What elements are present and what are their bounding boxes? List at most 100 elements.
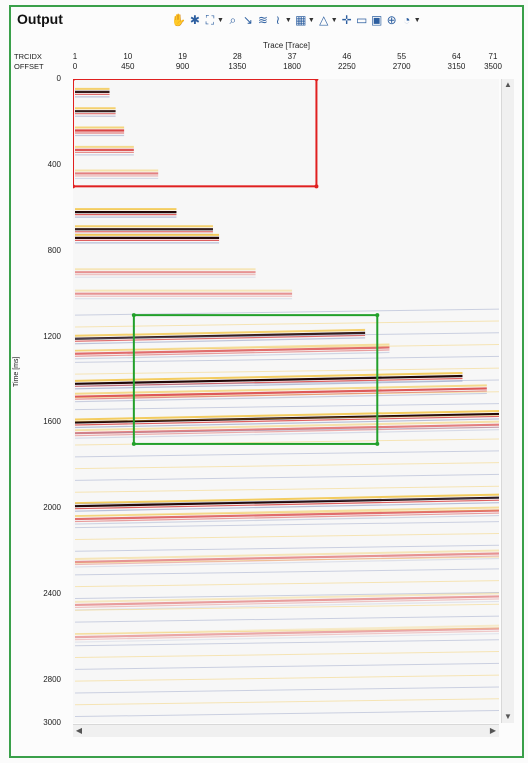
- scroll-up-arrow-icon[interactable]: ▲: [504, 80, 512, 89]
- export-image-button[interactable]: ▣: [371, 11, 383, 29]
- picker-icon: ↘: [242, 13, 253, 27]
- time-tick-label: 2400: [43, 589, 61, 599]
- box-handle[interactable]: [73, 79, 75, 81]
- time-tick-label: 0: [56, 74, 61, 83]
- box-handle[interactable]: [375, 441, 380, 446]
- box-handle[interactable]: [314, 184, 319, 189]
- grid-icon: ▦: [295, 13, 307, 27]
- background-stripe: [74, 603, 499, 611]
- trcidx-tick-label: 55: [397, 52, 407, 61]
- background-stripe: [74, 379, 499, 387]
- box-handle[interactable]: [73, 184, 75, 189]
- scroll-right-arrow-icon[interactable]: ▶: [489, 726, 497, 735]
- reflector-yellow-lobe: [74, 506, 499, 518]
- reflector-peak: [74, 595, 499, 607]
- seismic-section: [73, 79, 499, 718]
- box-handle[interactable]: [131, 313, 136, 318]
- table-button[interactable]: ▦ ▼: [295, 11, 315, 29]
- reflector-red-lobe: [74, 630, 499, 641]
- reflector-trough: [74, 514, 499, 525]
- background-stripe: [74, 568, 499, 576]
- background-stripe: [74, 332, 499, 340]
- seismic-plot-area[interactable]: [73, 79, 499, 723]
- horizontal-scrollbar[interactable]: ◀ ▶: [73, 724, 499, 737]
- header-label-trcidx: TRCIDX: [14, 52, 42, 61]
- background-stripe: [74, 544, 499, 552]
- background-stripe: [74, 367, 499, 375]
- box-handle[interactable]: [375, 313, 380, 318]
- reflector-peak: [74, 509, 499, 521]
- reflector-yellow-lobe: [74, 409, 499, 421]
- background-stripe: [74, 450, 499, 458]
- comment-button[interactable]: ▭: [356, 11, 368, 29]
- reflector-red-lobe: [74, 377, 463, 387]
- background-stripe: [74, 485, 499, 493]
- crosshair-button[interactable]: ✛: [341, 11, 353, 29]
- chevron-down-icon[interactable]: ▼: [413, 16, 421, 24]
- reflector-peak: [74, 423, 499, 435]
- background-stripe: [74, 710, 499, 718]
- background-stripe: [74, 639, 499, 647]
- background-stripe: [74, 591, 499, 599]
- box-handle[interactable]: [314, 79, 319, 81]
- background-stripe: [74, 651, 499, 659]
- background-stripe: [74, 686, 499, 694]
- reflector-yellow-lobe: [74, 372, 463, 382]
- time-tick-label: 3000: [43, 718, 61, 727]
- reflector-trough: [74, 600, 499, 611]
- green-selection-box[interactable]: [132, 314, 379, 445]
- background-stripe: [74, 391, 499, 399]
- background-stripe: [74, 403, 499, 411]
- offset-tick-label: 2700: [392, 62, 411, 71]
- zoom-extent-button[interactable]: ⛶ ▼: [204, 11, 224, 29]
- reflector-red-lobe: [74, 349, 390, 357]
- polygon-button[interactable]: △ ▼: [318, 11, 338, 29]
- reflector-red-lobe: [74, 555, 499, 566]
- scroll-left-arrow-icon[interactable]: ◀: [75, 726, 83, 735]
- offset-tick-label: 2250: [337, 62, 356, 71]
- reflector-yellow-lobe: [74, 343, 390, 352]
- time-tick-label: 400: [47, 159, 61, 169]
- trcidx-tick-label: 19: [178, 52, 187, 61]
- header-label-offset: OFFSET: [14, 62, 44, 71]
- scroll-down-arrow-icon[interactable]: ▼: [504, 712, 512, 721]
- wiggle-icon: ≀: [275, 13, 281, 27]
- time-tick-label: 2000: [43, 503, 61, 513]
- layers-button[interactable]: ≋: [257, 11, 269, 29]
- red-selection-box[interactable]: [73, 79, 318, 188]
- options-button[interactable]: ◔ ▼: [401, 11, 421, 29]
- chevron-down-icon[interactable]: ▼: [216, 16, 224, 24]
- chevron-down-icon[interactable]: ▼: [330, 16, 338, 24]
- comment-icon: ▭: [356, 13, 368, 27]
- reflector-trough: [74, 351, 390, 360]
- reflector-trough: [74, 429, 499, 439]
- reflector-peak: [74, 331, 366, 340]
- magnifier-plus-icon: ⊕: [386, 13, 397, 27]
- pick-button[interactable]: ↘: [242, 11, 254, 29]
- chevron-down-icon[interactable]: ▼: [284, 16, 292, 24]
- time-tick-label: 1200: [43, 331, 61, 341]
- reflector-peak: [74, 387, 487, 398]
- box-handle[interactable]: [131, 441, 136, 446]
- reflector-red-lobe: [74, 598, 499, 609]
- offset-tick-label: 1350: [228, 62, 247, 71]
- reflector-peak: [74, 496, 499, 508]
- trcidx-tick-label: 1: [72, 52, 78, 61]
- trcidx-tick-label: 71: [488, 52, 498, 61]
- background-stripe: [74, 627, 499, 635]
- zoom-button[interactable]: ⌕: [227, 11, 239, 29]
- pan-tool-button[interactable]: ✋: [171, 11, 186, 29]
- background-stripe: [74, 674, 499, 682]
- vertical-scrollbar[interactable]: ▲ ▼: [501, 79, 514, 723]
- settings-button[interactable]: ✱: [189, 11, 201, 29]
- offset-tick-label: 450: [121, 62, 135, 71]
- zoom-fit-button[interactable]: ⊕: [386, 11, 398, 29]
- reflector-red-lobe: [74, 512, 499, 523]
- reflector-red-lobe: [74, 334, 366, 342]
- reflector-red-lobe: [74, 415, 499, 426]
- chevron-down-icon[interactable]: ▼: [307, 16, 315, 24]
- background-stripe: [74, 509, 499, 517]
- wiggle-button[interactable]: ≀ ▼: [272, 11, 292, 29]
- gear-icon: ✱: [189, 13, 200, 27]
